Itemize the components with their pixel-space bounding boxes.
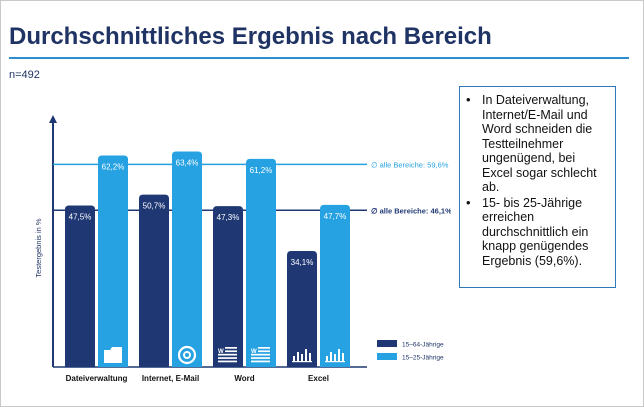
word-line [225, 347, 237, 349]
notes-box: In Dateiverwaltung, Internet/E-Mail und … [459, 86, 616, 288]
x-tick-label: Excel [308, 374, 329, 383]
excel-bar [330, 352, 332, 361]
bar-15-25 [320, 204, 350, 367]
y-axis-label: Testergebnis in % [34, 218, 43, 278]
data-label: 50,7% [143, 202, 166, 211]
reference-label-upper: ∅ alle Bereiche: 59,6% [371, 160, 449, 169]
word-document-icon: W [218, 347, 237, 363]
note-item: In Dateiverwaltung, Internet/E-Mail und … [466, 93, 609, 195]
word-letter: W [251, 349, 257, 355]
excel-bar [297, 352, 299, 361]
slide-title: Durchschnittliches Ergebnis nach Bereich [9, 23, 492, 50]
excel-baseline [325, 361, 345, 363]
legend-swatch [377, 353, 397, 360]
word-line [251, 360, 270, 363]
word-line [218, 357, 237, 359]
data-label: 34,1% [291, 258, 314, 267]
word-line [251, 353, 270, 356]
note-item: 15- bis 25-Jährige erreichen durchschnit… [466, 196, 609, 269]
excel-chart-icon [325, 349, 345, 363]
bar-15-64 [139, 194, 169, 367]
bar-chart: Testergebnis in % ∅ alle Bereiche: 59,6% ∅… [34, 115, 451, 383]
excel-chart-icon [292, 349, 312, 363]
legend-swatch [377, 340, 397, 347]
excel-bar [326, 356, 328, 361]
folder-icon [104, 347, 122, 363]
data-label: 61,2% [250, 166, 273, 175]
bar-15-25 [246, 158, 276, 367]
x-tick-label: Internet, E-Mail [142, 374, 199, 383]
excel-bar [342, 353, 344, 361]
data-label: 47,7% [324, 212, 347, 221]
word-line [218, 360, 237, 363]
sample-size: n=492 [9, 69, 40, 81]
bar-15-25 [98, 155, 128, 367]
word-line [251, 357, 270, 359]
at-core [183, 351, 191, 359]
x-tick-label: Word [234, 374, 254, 383]
bar-15-64 [213, 206, 243, 367]
title-divider [9, 57, 629, 59]
legend-label: 15–64-Jährige [402, 342, 444, 349]
data-label: 63,4% [176, 158, 199, 167]
folder-shape [104, 347, 122, 363]
word-letter: W [218, 349, 224, 355]
at-ring [177, 345, 197, 365]
legend-label: 15–25-Jährige [402, 355, 444, 362]
excel-bar [305, 349, 307, 361]
x-tick-label: Dateiverwaltung [66, 374, 128, 383]
word-line [258, 350, 270, 353]
data-label: 47,3% [217, 213, 240, 222]
y-axis-arrow [49, 115, 57, 123]
excel-bar [309, 353, 311, 361]
bar-15-25 [172, 151, 202, 367]
bar-15-64 [287, 251, 317, 367]
excel-bar [334, 354, 336, 361]
word-line [225, 350, 237, 353]
word-document-icon: W [251, 347, 270, 363]
word-line [258, 347, 270, 349]
at-sign-icon [177, 345, 197, 365]
excel-bar [293, 356, 295, 361]
word-line [218, 353, 237, 356]
data-label: 62,2% [102, 163, 125, 172]
bar-15-64 [65, 205, 95, 367]
data-label: 47,5% [69, 213, 92, 222]
excel-bar [301, 354, 303, 361]
reference-label-lower: ∅ alle Bereiche: 46,1% [371, 206, 451, 215]
excel-baseline [292, 361, 312, 363]
excel-bar [338, 349, 340, 361]
